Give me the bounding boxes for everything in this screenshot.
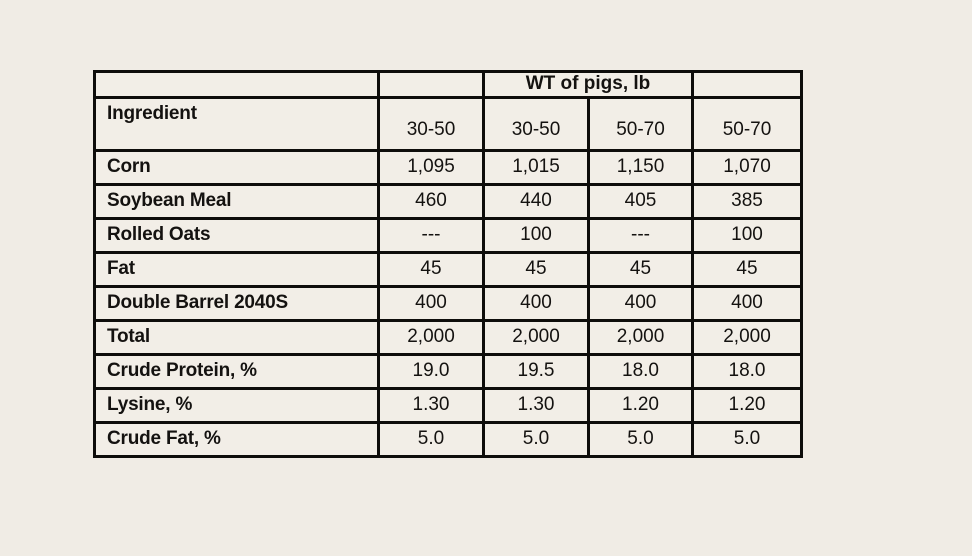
cell-value: 45 [587, 251, 694, 288]
cell-value: 460 [377, 183, 485, 220]
cell-value: 18.0 [691, 353, 803, 390]
corner-empty-cell [93, 70, 380, 99]
row-label: Crude Fat, % [93, 421, 380, 458]
cell-value: 19.5 [482, 353, 590, 390]
table-row-span-header: WT of pigs, lb [93, 70, 803, 99]
cell-value: 1,095 [377, 149, 485, 186]
row-label: Lysine, % [93, 387, 380, 424]
table-row-double-barrel-2040s: Double Barrel 2040S 400 400 400 400 [93, 285, 803, 322]
cell-value: 5.0 [691, 421, 803, 458]
table-row-soybean-meal: Soybean Meal 460 440 405 385 [93, 183, 803, 220]
cell-value: 45 [482, 251, 590, 288]
cell-value: --- [377, 217, 485, 254]
row-label: Soybean Meal [93, 183, 380, 220]
cell-value: 19.0 [377, 353, 485, 390]
cell-value: 45 [377, 251, 485, 288]
table-row-corn: Corn 1,095 1,015 1,150 1,070 [93, 149, 803, 186]
cell-value: 100 [482, 217, 590, 254]
cell-value: 1.20 [587, 387, 694, 424]
cell-value: 1,015 [482, 149, 590, 186]
cell-value: 2,000 [482, 319, 590, 356]
cell-value: 400 [691, 285, 803, 322]
row-label: Corn [93, 149, 380, 186]
cell-value: 100 [691, 217, 803, 254]
cell-value: 2,000 [691, 319, 803, 356]
cell-value: 1,150 [587, 149, 694, 186]
cell-value: 2,000 [377, 319, 485, 356]
row-label: Fat [93, 251, 380, 288]
table-row-rolled-oats: Rolled Oats --- 100 --- 100 [93, 217, 803, 254]
cell-value: 2,000 [587, 319, 694, 356]
row-label: Double Barrel 2040S [93, 285, 380, 322]
table-row-lysine: Lysine, % 1.30 1.30 1.20 1.20 [93, 387, 803, 424]
empty-header-cell [377, 70, 485, 99]
wt-of-pigs-header: WT of pigs, lb [482, 70, 694, 99]
cell-value: 400 [482, 285, 590, 322]
weight-range-header: 30-50 [377, 96, 485, 152]
cell-value: 5.0 [377, 421, 485, 458]
table-row-total: Total 2,000 2,000 2,000 2,000 [93, 319, 803, 356]
ingredient-column-header: Ingredient [93, 96, 380, 152]
pig-diet-table: WT of pigs, lb Ingredient 30-50 30-50 50… [93, 70, 803, 458]
cell-value: 1.20 [691, 387, 803, 424]
row-label: Crude Protein, % [93, 353, 380, 390]
cell-value: 5.0 [587, 421, 694, 458]
cell-value: 400 [377, 285, 485, 322]
cell-value: 405 [587, 183, 694, 220]
table-row-column-headers: Ingredient 30-50 30-50 50-70 50-70 [93, 96, 803, 152]
empty-header-cell [691, 70, 803, 99]
weight-range-header: 30-50 [482, 96, 590, 152]
table-row-crude-fat: Crude Fat, % 5.0 5.0 5.0 5.0 [93, 421, 803, 458]
row-label: Total [93, 319, 380, 356]
row-label: Rolled Oats [93, 217, 380, 254]
weight-range-header: 50-70 [587, 96, 694, 152]
cell-value: 400 [587, 285, 694, 322]
cell-value: 45 [691, 251, 803, 288]
cell-value: --- [587, 217, 694, 254]
table-row-fat: Fat 45 45 45 45 [93, 251, 803, 288]
table-row-crude-protein: Crude Protein, % 19.0 19.5 18.0 18.0 [93, 353, 803, 390]
cell-value: 1.30 [482, 387, 590, 424]
cell-value: 18.0 [587, 353, 694, 390]
cell-value: 1,070 [691, 149, 803, 186]
cell-value: 5.0 [482, 421, 590, 458]
weight-range-header: 50-70 [691, 96, 803, 152]
cell-value: 1.30 [377, 387, 485, 424]
cell-value: 385 [691, 183, 803, 220]
cell-value: 440 [482, 183, 590, 220]
